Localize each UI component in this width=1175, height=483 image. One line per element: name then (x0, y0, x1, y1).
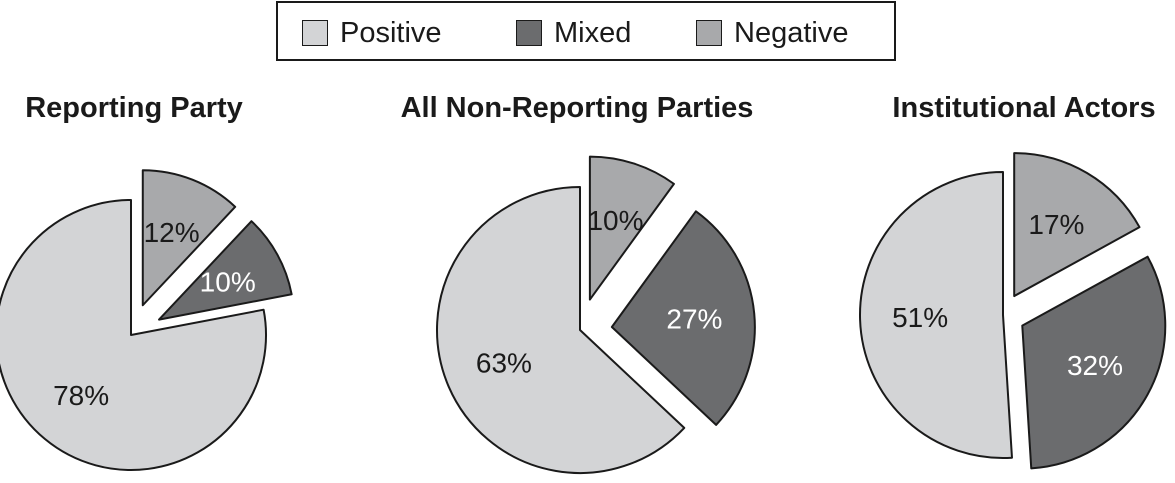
pie-slice-mixed (610, 210, 756, 426)
pie-slice-negative (141, 169, 237, 307)
legend-swatch-mixed (516, 20, 542, 46)
legend-swatch-positive (302, 20, 328, 46)
slice-label-negative: 17% (1028, 209, 1084, 240)
legend-label-positive: Positive (340, 17, 442, 49)
legend-label-mixed: Mixed (554, 17, 632, 49)
legend-item-negative: Negative (696, 18, 848, 48)
pie-slice-negative (588, 155, 675, 301)
pie-slice-mixed (158, 220, 293, 321)
slice-label-mixed: 32% (1067, 350, 1123, 381)
pie-chart-2: 51% 17% 32% (859, 152, 1167, 470)
legend: Positive Mixed Negative (276, 1, 896, 61)
slice-label-negative: 12% (144, 217, 200, 248)
slice-label-positive: 78% (53, 380, 109, 411)
chart-title-reporting-party: Reporting Party (25, 92, 243, 124)
pie-chart-0: 78% 12%10% (0, 169, 293, 471)
legend-item-positive: Positive (302, 18, 442, 48)
legend-swatch-negative (696, 20, 722, 46)
slice-label-positive: 63% (476, 347, 532, 378)
chart-title-institutional-actors: Institutional Actors (892, 92, 1156, 124)
legend-item-mixed: Mixed (516, 18, 631, 48)
slice-label-mixed: 27% (666, 304, 722, 335)
legend-label-negative: Negative (734, 17, 849, 49)
slice-label-positive: 51% (892, 302, 948, 333)
chart-title-non-reporting-parties: All Non-Reporting Parties (400, 92, 754, 124)
pie-slice-mixed (1021, 255, 1167, 470)
pie-slice-positive (436, 186, 686, 474)
slice-label-negative: 10% (587, 205, 643, 236)
pie-slice-negative (1013, 152, 1141, 298)
pie-slice-positive (0, 199, 267, 471)
pie-slice-positive (859, 171, 1013, 459)
pie-chart-1: 63% 10% 27% (436, 155, 756, 474)
slice-label-mixed: 10% (200, 266, 256, 297)
